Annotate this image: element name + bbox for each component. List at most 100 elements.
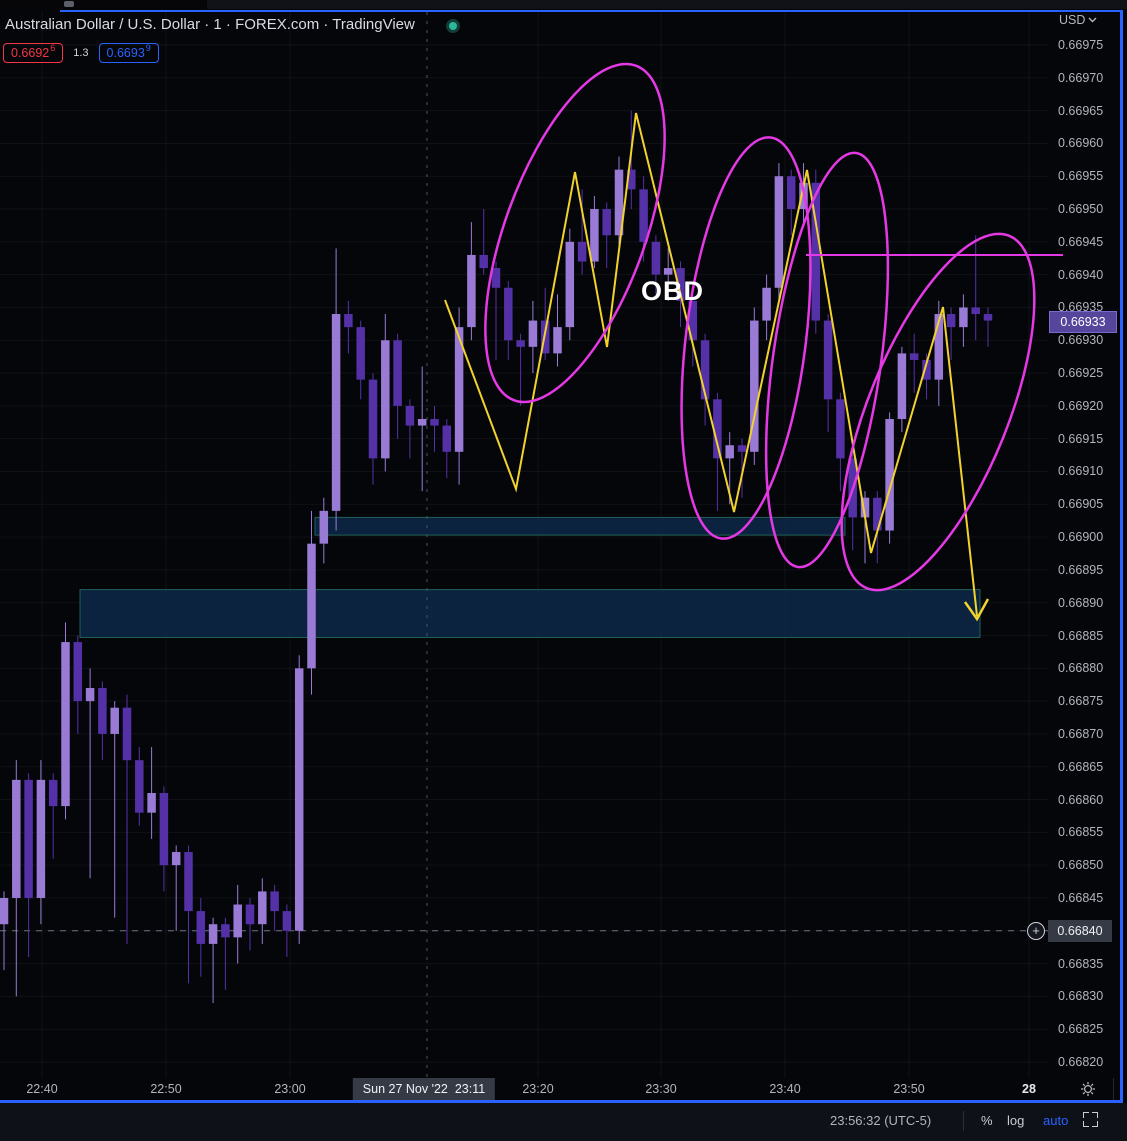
- pane-focus-border-right: [1120, 10, 1123, 1103]
- ellipse-drawing[interactable]: [802, 210, 1074, 615]
- axis-divider: [1113, 1078, 1114, 1100]
- candle-body: [430, 418, 439, 426]
- pane-focus-border-top: [60, 10, 1122, 12]
- price-axis-label: 0.66930: [1058, 333, 1104, 348]
- candle-body: [725, 445, 734, 459]
- price-axis-label: 0.66830: [1058, 989, 1104, 1004]
- ellipse-drawing[interactable]: [662, 130, 830, 546]
- chevron-down-icon: [1088, 17, 1097, 23]
- price-axis[interactable]: 0.66975 0.66970 0.66965 0.66960 0.66955 0.669…: [1048, 12, 1118, 1078]
- price-axis-label: 0.66970: [1058, 70, 1104, 85]
- log-scale-button[interactable]: log: [1007, 1113, 1025, 1128]
- price-axis-label: 0.66955: [1058, 169, 1104, 184]
- candle-body: [393, 340, 402, 406]
- top-window-strip: [0, 0, 1127, 9]
- candle-body: [897, 353, 907, 419]
- last-price-badge: 0.66933: [1049, 310, 1117, 333]
- percent-scale-button[interactable]: %: [981, 1113, 993, 1128]
- candle-body: [159, 792, 169, 866]
- fullscreen-icon[interactable]: [1083, 1112, 1098, 1127]
- alert-price-badge[interactable]: 0.66840: [1048, 919, 1112, 942]
- price-axis-label: 0.66870: [1058, 726, 1104, 741]
- candle-body: [307, 543, 316, 669]
- candle-body: [565, 241, 575, 328]
- candle-body: [946, 314, 956, 328]
- candle-body: [381, 340, 390, 459]
- candle-body: [258, 891, 267, 925]
- demand-zone-rect[interactable]: [79, 589, 981, 638]
- candle-body: [61, 642, 70, 807]
- price-axis-label: 0.66975: [1058, 38, 1104, 52]
- price-axis-label: 0.66835: [1058, 956, 1104, 971]
- candle-body: [233, 904, 242, 938]
- currency-unit-dropdown[interactable]: USD: [1059, 13, 1097, 27]
- candle-body: [786, 176, 796, 210]
- candle-body: [676, 268, 685, 301]
- candle-body: [774, 176, 784, 288]
- quote-row: 0.6692 6 1.3 0.6693 9: [3, 43, 159, 63]
- candle-body: [553, 327, 562, 354]
- mini-tab-handle[interactable]: [64, 1, 74, 7]
- data-connection-icon[interactable]: [446, 19, 460, 33]
- price-axis-label: 0.66920: [1058, 398, 1104, 413]
- candle-body: [836, 399, 845, 459]
- candle-body: [479, 254, 488, 269]
- crosshair-time-badge: Sun 27 Nov '22 23:11: [352, 1078, 496, 1100]
- price-axis-label: 0.66860: [1058, 792, 1104, 807]
- candle-body: [294, 668, 304, 931]
- price-axis-label: 0.66845: [1058, 890, 1104, 905]
- candle-body: [885, 418, 894, 531]
- price-axis-label: 0.66890: [1058, 595, 1104, 610]
- candle-body: [184, 852, 193, 912]
- candle-body: [270, 891, 279, 912]
- candle-body: [12, 779, 21, 898]
- time-axis-label: 23:30: [645, 1082, 677, 1096]
- candle-body: [405, 405, 415, 426]
- time-axis-label: 23:00: [274, 1082, 306, 1096]
- price-axis-label: 0.66895: [1058, 562, 1104, 577]
- bid-price-box[interactable]: 0.6692 6: [3, 43, 64, 63]
- candle-body: [0, 897, 9, 925]
- candle-body: [590, 209, 599, 262]
- status-divider: [963, 1111, 964, 1131]
- candle-body: [442, 425, 452, 452]
- time-axis[interactable]: Sun 27 Nov '22 23:11 22:40 22:50 23:00 23:2…: [0, 1078, 1120, 1100]
- zigzag-drawing[interactable]: [444, 112, 978, 617]
- price-axis-label: 0.66825: [1058, 1022, 1104, 1037]
- auto-scale-button[interactable]: auto: [1043, 1113, 1069, 1128]
- candle-body: [417, 418, 427, 426]
- clock-utc[interactable]: 23:56:32 (UTC-5): [830, 1113, 932, 1128]
- candle-body: [651, 241, 661, 275]
- supply-zone-rect[interactable]: [314, 516, 846, 536]
- candle-body: [491, 268, 501, 288]
- price-axis-label: 0.66945: [1058, 234, 1104, 249]
- candle-body: [909, 353, 919, 360]
- symbol-title[interactable]: Australian Dollar / U.S. Dollar · 1 · FO…: [5, 16, 415, 33]
- price-axis-label: 0.66910: [1058, 464, 1104, 479]
- price-axis-label: 0.66925: [1058, 366, 1104, 381]
- candle-body: [196, 911, 206, 944]
- candle-body: [48, 779, 58, 807]
- candle-body: [245, 904, 255, 925]
- price-axis-label: 0.66880: [1058, 661, 1104, 676]
- candle-body: [454, 327, 464, 452]
- timezone-settings-icon[interactable]: [1080, 1081, 1096, 1097]
- price-axis-label: 0.66940: [1058, 267, 1104, 282]
- ask-price-box[interactable]: 0.6693 9: [98, 43, 159, 63]
- zigzag-arrowhead: [963, 598, 990, 622]
- obd-annotation-label[interactable]: OBD: [641, 276, 704, 306]
- candle-body: [922, 359, 931, 380]
- candle-body: [614, 169, 624, 236]
- candle-body: [282, 911, 292, 931]
- ellipse-drawing[interactable]: [448, 42, 701, 424]
- candle-body: [934, 314, 944, 380]
- candle-body: [663, 268, 673, 275]
- candle-body: [344, 314, 353, 328]
- candle-body: [762, 287, 771, 321]
- time-axis-label: 28: [1022, 1082, 1036, 1096]
- candle-body: [959, 307, 968, 328]
- status-bar: 23:56:32 (UTC-5) % log auto: [0, 1103, 1127, 1141]
- plus-circle-icon[interactable]: +: [1027, 921, 1045, 940]
